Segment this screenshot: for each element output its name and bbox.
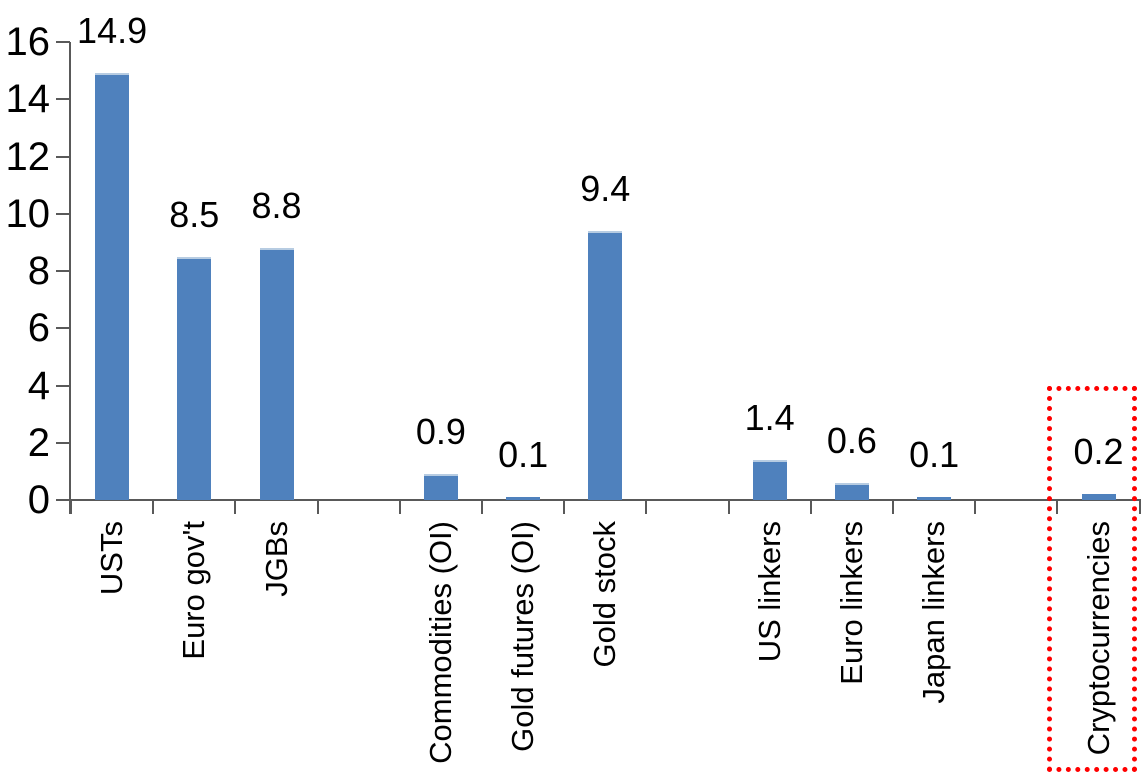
bar <box>177 256 212 500</box>
category-label: Euro gov't <box>176 521 212 660</box>
bar-value-label: 0.1 <box>498 434 549 476</box>
y-axis-tick-label: 4 <box>27 363 50 408</box>
bar <box>588 230 623 500</box>
y-axis-tick <box>56 384 70 387</box>
x-axis-tick <box>563 500 566 514</box>
bar <box>423 474 458 500</box>
bar-value-label: 0.1 <box>909 434 960 476</box>
bar <box>834 482 869 500</box>
y-axis-tick <box>56 441 70 444</box>
x-axis-tick <box>1138 500 1141 514</box>
y-axis-tick-label: 16 <box>5 20 51 64</box>
category-label: Gold stock <box>587 521 623 668</box>
y-axis-tick <box>56 212 70 215</box>
bar <box>506 497 541 500</box>
x-axis-line <box>69 499 1141 501</box>
x-axis-tick <box>1056 500 1059 514</box>
y-axis-tick-label: 14 <box>5 77 51 122</box>
y-axis-tick <box>56 270 70 272</box>
x-axis-tick <box>645 500 648 514</box>
bar-value-label: 0.2 <box>1073 431 1124 473</box>
x-axis-tick <box>809 500 812 514</box>
bar-value-label: 0.6 <box>826 419 877 461</box>
y-axis-tick-label: 10 <box>5 191 51 236</box>
highlight-box <box>1047 386 1137 772</box>
y-axis-tick-label: 8 <box>27 249 50 293</box>
y-axis-tick <box>56 499 70 501</box>
x-axis-tick <box>481 500 483 514</box>
category-label: JGBs <box>258 521 294 597</box>
y-axis-tick-label: 6 <box>27 306 50 351</box>
bar <box>917 497 952 500</box>
y-axis-tick-label: 12 <box>5 134 51 179</box>
bar-value-label: 14.9 <box>77 10 148 52</box>
y-axis-tick <box>56 327 70 330</box>
category-label: USTs <box>94 521 130 596</box>
bar <box>95 73 130 500</box>
y-axis-tick <box>56 155 70 158</box>
bar <box>1081 494 1116 500</box>
y-axis-tick <box>56 41 70 43</box>
x-axis-tick <box>316 500 319 514</box>
bar <box>752 459 787 500</box>
x-axis-tick <box>727 500 730 514</box>
y-axis-tick <box>56 98 70 101</box>
bar-value-label: 8.8 <box>251 185 302 227</box>
y-axis-line <box>69 42 71 514</box>
bar-value-label: 8.5 <box>169 193 220 235</box>
x-axis-tick <box>234 500 237 514</box>
category-label: US linkers <box>751 521 787 663</box>
x-axis-tick <box>892 500 894 514</box>
bar <box>259 248 294 500</box>
category-label: Japan linkers <box>916 521 952 704</box>
bar-value-label: 9.4 <box>580 167 631 209</box>
x-axis-tick <box>70 500 72 514</box>
x-axis-tick <box>398 500 401 514</box>
y-axis-tick-label: 0 <box>27 478 50 522</box>
bar-value-label: 0.9 <box>415 411 466 453</box>
x-axis-tick <box>974 500 977 514</box>
category-label: Commodities (OI) <box>422 521 458 764</box>
category-label: Euro linkers <box>833 521 869 685</box>
category-label: Gold futures (OI) <box>505 521 541 752</box>
x-axis-tick <box>152 500 155 514</box>
y-axis-tick-label: 2 <box>27 420 50 465</box>
bar-value-label: 1.4 <box>744 396 795 438</box>
